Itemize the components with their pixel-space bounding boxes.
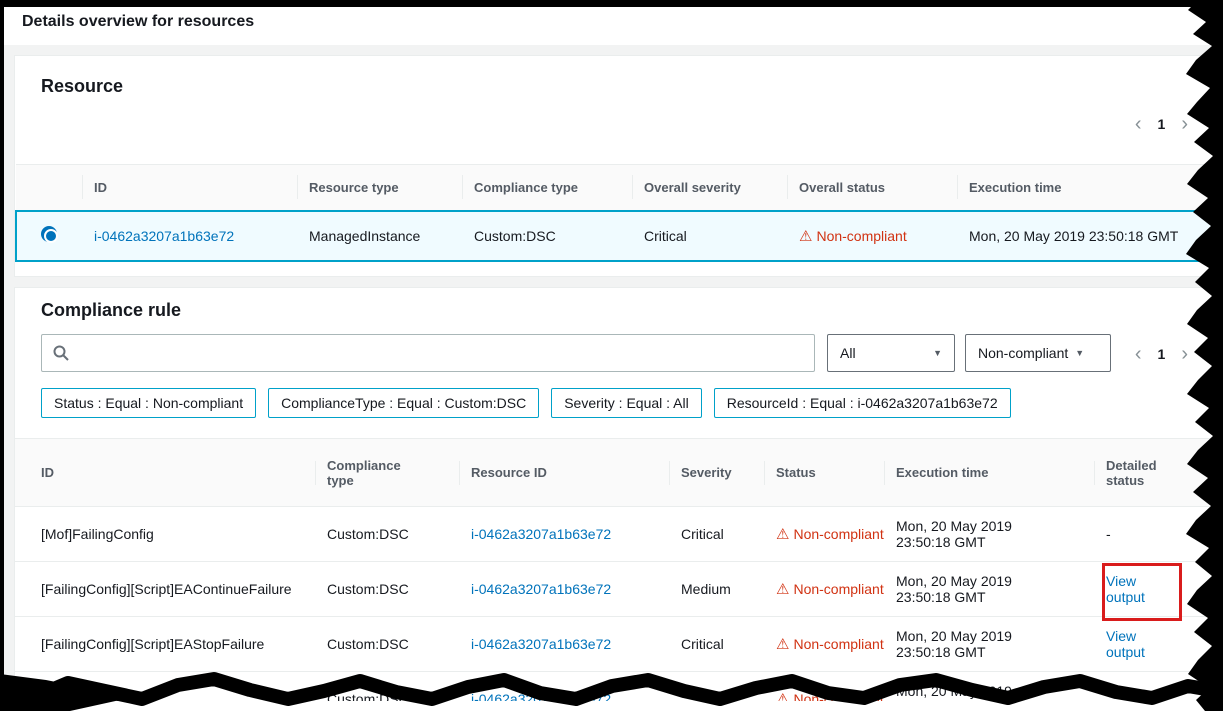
- compliance-type-cell: Custom:DSC: [462, 209, 632, 262]
- col-resource-type[interactable]: Resource type: [297, 164, 462, 211]
- resource-id-link[interactable]: i-0462a3207a1b63e72: [471, 691, 612, 707]
- col-overall-status[interactable]: Overall status: [787, 164, 957, 211]
- overall-severity-cell: Critical: [632, 209, 787, 262]
- resource-table: ID Resource type Compliance type Overall…: [15, 164, 1222, 262]
- col-execution-time[interactable]: Execution time: [884, 438, 1094, 507]
- compliance-rule-panel: Compliance rule All ▼ Non-compliant ▼ ‹ …: [14, 287, 1223, 711]
- next-page-icon[interactable]: ›: [1181, 113, 1188, 135]
- compliance-type-cell: Custom:DSC: [315, 671, 459, 711]
- prev-page-icon[interactable]: ‹: [1134, 113, 1142, 135]
- execution-time-cell: Mon, 20 May 2019 23:50:18 GMT: [884, 616, 1094, 672]
- severity-cell: Critical: [669, 506, 764, 562]
- warning-icon: ⚠: [776, 691, 790, 708]
- next-page-icon[interactable]: ›: [1181, 343, 1188, 365]
- rule-id-cell: [FailingConfig][Script]EAContinueFailure: [15, 561, 315, 617]
- chevron-down-icon: ▼: [933, 348, 942, 358]
- severity-filter-dropdown[interactable]: All ▼: [827, 334, 955, 372]
- status-cell: ⚠ Non-compliant: [764, 671, 884, 711]
- filter-chip-compliance-type[interactable]: ComplianceType : Equal : Custom:DSC: [268, 388, 540, 418]
- execution-time-cell: Mon, 20 May 2019 23:50:18 GMT: [884, 561, 1094, 617]
- prev-page-icon[interactable]: ‹: [1134, 343, 1142, 365]
- warning-icon: ⚠: [776, 581, 790, 598]
- rule-id-cell: [FailingConfig]: [15, 671, 315, 711]
- col-compliance-type[interactable]: Compliance type: [462, 164, 632, 211]
- compliance-search[interactable]: [41, 334, 815, 372]
- resource-pagination: ‹ 1 ›: [1135, 114, 1188, 134]
- col-id[interactable]: ID: [82, 164, 297, 211]
- view-output-link[interactable]: View output: [1106, 683, 1145, 711]
- compliance-rule-table: ID Compliance type Resource ID Severity …: [15, 438, 1222, 711]
- screenshot-border-top: [0, 0, 1223, 7]
- col-overall-severity[interactable]: Overall severity: [632, 164, 787, 211]
- col-status[interactable]: Status: [764, 438, 884, 507]
- status-cell: ⚠ Non-compliant: [764, 616, 884, 672]
- resource-type-cell: ManagedInstance: [297, 209, 462, 262]
- compliance-type-cell: Custom:DSC: [315, 616, 459, 672]
- view-output-link[interactable]: View output: [1106, 573, 1145, 605]
- col-severity[interactable]: Severity: [669, 438, 764, 507]
- col-id[interactable]: ID: [15, 438, 315, 507]
- status-cell: ⚠ Non-compliant: [764, 506, 884, 562]
- detailed-status-cell: View output: [1094, 616, 1222, 672]
- resource-id-link[interactable]: i-0462a3207a1b63e72: [471, 526, 612, 542]
- table-row: [Mof]FailingConfig Custom:DSC i-0462a320…: [15, 506, 1222, 562]
- table-row: [FailingConfig][Script]EAStopFailure Cus…: [15, 616, 1222, 672]
- filter-chip-resource-id[interactable]: ResourceId : Equal : i-0462a3207a1b63e72: [713, 388, 1011, 418]
- rule-id-cell: [Mof]FailingConfig: [15, 506, 315, 562]
- screenshot-border-left: [0, 0, 4, 711]
- table-row: [FailingConfig][Script]EAContinueFailure…: [15, 561, 1222, 617]
- compliance-type-cell: Custom:DSC: [315, 506, 459, 562]
- warning-icon: ⚠: [776, 526, 790, 543]
- detailed-status-cell: View output: [1094, 561, 1222, 617]
- page-title: Details overview for resources: [22, 13, 255, 30]
- page-number[interactable]: 1: [1157, 346, 1166, 362]
- resource-table-header: ID Resource type Compliance type Overall…: [16, 164, 1222, 211]
- col-compliance-type[interactable]: Compliance type: [315, 438, 459, 507]
- filter-chips: Status : Equal : Non-compliant Complianc…: [41, 388, 1011, 418]
- radio-selected[interactable]: [41, 226, 58, 243]
- severity-cell: Medium: [669, 561, 764, 617]
- resource-row-selected[interactable]: i-0462a3207a1b63e72 ManagedInstance Cust…: [15, 209, 1222, 262]
- detailed-status-cell: -: [1094, 506, 1222, 562]
- warning-icon: ⚠: [776, 636, 790, 653]
- compliance-table-header: ID Compliance type Resource ID Severity …: [15, 438, 1222, 507]
- overall-status-cell: ⚠ Non-compliant: [787, 209, 957, 262]
- rule-id-cell: [FailingConfig][Script]EAStopFailure: [15, 616, 315, 672]
- status-cell: ⚠ Non-compliant: [764, 561, 884, 617]
- severity-cell: Critical: [669, 616, 764, 672]
- severity-cell: [669, 671, 764, 711]
- status-filter-value: Non-compliant: [978, 345, 1069, 361]
- resource-panel: Resource ‹ 1 › ID Resource type Complian…: [14, 55, 1223, 277]
- compliance-type-cell: Custom:DSC: [315, 561, 459, 617]
- severity-filter-value: All: [840, 345, 856, 361]
- detailed-status-cell: View output: [1094, 671, 1222, 711]
- warning-icon: ⚠: [799, 227, 813, 245]
- execution-time-cell: Mon, 20 May 2019 23:50:18 GMT: [957, 209, 1222, 262]
- compliance-panel-title: Compliance rule: [41, 300, 182, 320]
- radio-column-header: [16, 164, 82, 211]
- search-input[interactable]: [78, 338, 814, 368]
- chevron-down-icon: ▼: [1075, 348, 1085, 358]
- resource-id-link[interactable]: i-0462a3207a1b63e72: [94, 227, 235, 244]
- filter-chip-status[interactable]: Status : Equal : Non-compliant: [41, 388, 257, 418]
- execution-time-cell: Mon, 20 May 2019 23:50:18 GMT: [884, 506, 1094, 562]
- resource-id-link[interactable]: i-0462a3207a1b63e72: [471, 636, 612, 652]
- resource-panel-title: Resource: [41, 76, 124, 96]
- status-filter-dropdown[interactable]: Non-compliant ▼: [965, 334, 1111, 372]
- page-number[interactable]: 1: [1157, 116, 1166, 132]
- filter-chip-severity[interactable]: Severity : Equal : All: [551, 388, 702, 418]
- table-row: [FailingConfig] Custom:DSC i-0462a3207a1…: [15, 671, 1222, 711]
- search-icon: [53, 345, 69, 361]
- col-detailed-status[interactable]: Detailed status: [1094, 438, 1222, 507]
- col-execution-time[interactable]: Execution time: [957, 164, 1222, 211]
- compliance-pagination: ‹ 1 ›: [1135, 344, 1188, 364]
- view-output-link[interactable]: View output: [1106, 628, 1145, 660]
- execution-time-cell: Mon, 20 May 2019 23:50:18 GMT: [884, 671, 1094, 711]
- col-resource-id[interactable]: Resource ID: [459, 438, 669, 507]
- resource-id-link[interactable]: i-0462a3207a1b63e72: [471, 581, 612, 597]
